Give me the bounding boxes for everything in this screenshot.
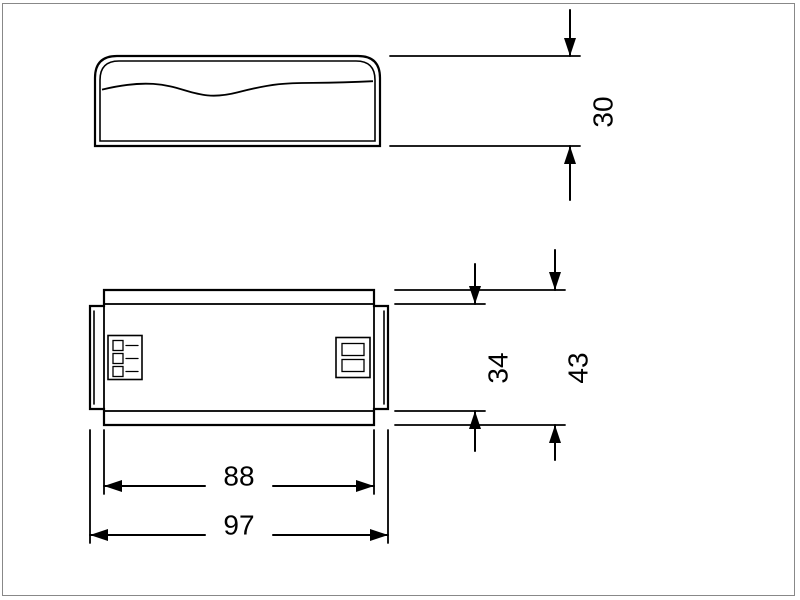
- page-frame: [2, 3, 795, 596]
